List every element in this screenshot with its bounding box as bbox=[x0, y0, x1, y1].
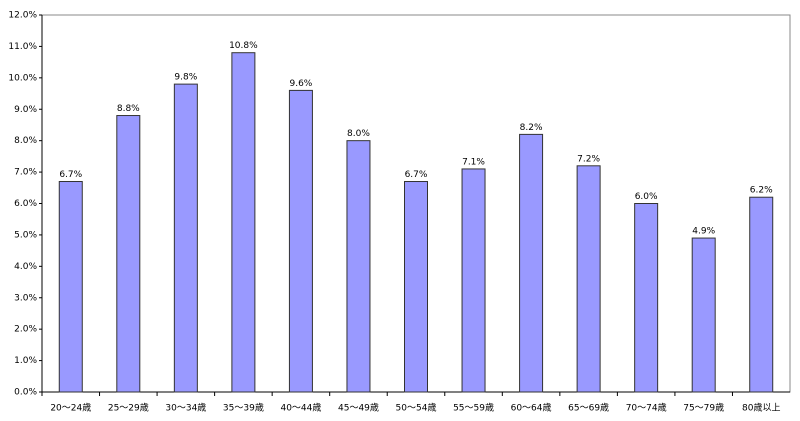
value-label: 8.8% bbox=[117, 104, 140, 114]
value-label: 6.0% bbox=[635, 192, 658, 202]
y-tick-label: 0.0% bbox=[14, 388, 37, 398]
x-tick-label: 20～24歳 bbox=[50, 402, 91, 414]
value-label: 6.7% bbox=[59, 170, 82, 180]
bar bbox=[58, 181, 83, 393]
x-tick-label: 65～69歳 bbox=[568, 402, 609, 414]
y-tick-label: 1.0% bbox=[14, 356, 37, 366]
bar bbox=[749, 196, 774, 393]
value-label: 6.7% bbox=[405, 170, 428, 180]
y-tick-label: 6.0% bbox=[14, 199, 37, 209]
bar bbox=[173, 83, 198, 393]
x-tick-label: 70～74歳 bbox=[626, 402, 667, 414]
y-tick-label: 9.0% bbox=[14, 105, 37, 115]
y-tick-label: 8.0% bbox=[14, 136, 37, 146]
value-label: 9.8% bbox=[174, 73, 197, 83]
y-tick-label: 3.0% bbox=[14, 293, 37, 303]
value-label: 8.0% bbox=[347, 129, 370, 139]
x-tick-label: 55～59歳 bbox=[453, 402, 494, 414]
bar bbox=[346, 140, 371, 393]
value-label: 7.2% bbox=[577, 154, 600, 164]
y-tick-label: 7.0% bbox=[14, 168, 37, 178]
value-label: 9.6% bbox=[289, 79, 312, 89]
bar bbox=[288, 89, 313, 393]
bar bbox=[404, 181, 428, 393]
bar bbox=[691, 237, 716, 393]
y-tick-label: 11.0% bbox=[8, 42, 37, 52]
bar bbox=[116, 115, 141, 393]
x-tick-label: 75～79歳 bbox=[683, 402, 724, 414]
x-tick-label: 40～44歳 bbox=[280, 402, 321, 414]
value-label: 4.9% bbox=[692, 227, 715, 237]
value-label: 10.8% bbox=[229, 41, 258, 51]
bar bbox=[231, 52, 256, 393]
bar bbox=[461, 168, 486, 393]
x-tick-label: 45～49歳 bbox=[338, 402, 379, 414]
y-tick-label: 4.0% bbox=[14, 262, 37, 272]
x-tick-label: 30～34歳 bbox=[165, 402, 206, 414]
value-label: 6.2% bbox=[750, 186, 773, 196]
y-tick-label: 5.0% bbox=[14, 230, 37, 240]
y-tick-label: 2.0% bbox=[14, 325, 37, 335]
y-tick-label: 12.0% bbox=[8, 11, 37, 21]
x-tick-label: 60～64歳 bbox=[511, 402, 552, 414]
x-tick-label: 50～54歳 bbox=[396, 402, 437, 414]
y-tick-label: 10.0% bbox=[8, 73, 37, 83]
x-tick-label: 80歳以上 bbox=[742, 402, 780, 414]
x-tick-label: 25～29歳 bbox=[108, 402, 149, 414]
bar bbox=[576, 165, 601, 393]
value-label: 8.2% bbox=[520, 123, 543, 133]
value-label: 7.1% bbox=[462, 157, 485, 167]
bar bbox=[519, 133, 544, 393]
bar bbox=[634, 203, 659, 393]
x-tick-label: 35～39歳 bbox=[223, 402, 264, 414]
